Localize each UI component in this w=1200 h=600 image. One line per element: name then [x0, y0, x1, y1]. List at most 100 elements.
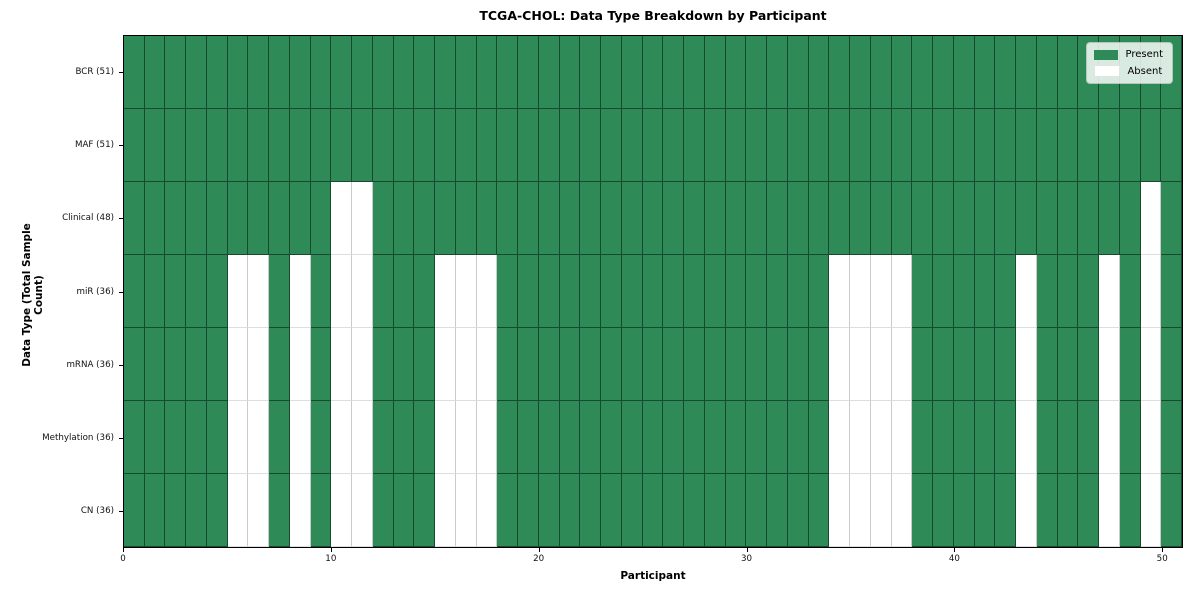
heatmap-cell [746, 474, 768, 547]
heatmap-cell [435, 255, 456, 328]
heatmap-cell [289, 328, 311, 401]
heatmap-cell [995, 182, 1017, 255]
heatmap-cell [1119, 109, 1141, 182]
heatmap-cell [372, 255, 394, 328]
heatmap-cell [995, 255, 1017, 328]
heatmap-cell [248, 401, 270, 474]
heatmap-cell [455, 328, 477, 401]
heatmap-cell [352, 401, 373, 474]
heatmap-cell [124, 182, 145, 255]
heatmap-cell [352, 182, 373, 255]
heatmap-cell [248, 36, 270, 109]
y-tick-mark [119, 511, 123, 513]
heatmap-cell [808, 255, 830, 328]
heatmap-cell [144, 109, 166, 182]
heatmap-cell [435, 401, 456, 474]
heatmap-cell [767, 401, 788, 474]
heatmap-cell [642, 255, 664, 328]
heatmap-cell [601, 328, 622, 401]
heatmap-cell [621, 109, 643, 182]
chart-title: TCGA-CHOL: Data Type Breakdown by Partic… [479, 8, 827, 23]
heatmap-cell [891, 401, 913, 474]
heatmap-cell [1140, 255, 1162, 328]
x-tick-mark [330, 548, 332, 552]
heatmap-cell [601, 182, 622, 255]
heatmap-cell [725, 474, 747, 547]
heatmap-cell [310, 328, 332, 401]
heatmap-cell [663, 109, 685, 182]
heatmap-cell [767, 474, 788, 547]
heatmap-cell [891, 109, 913, 182]
heatmap-cell [746, 182, 768, 255]
x-tick-label: 10 [325, 554, 337, 564]
heatmap-cell [642, 36, 664, 109]
heatmap-cell [559, 36, 581, 109]
heatmap-cell [787, 328, 809, 401]
x-axis-ticks: 0 10 20 30 40 50 [120, 548, 1183, 568]
heatmap-cell [165, 474, 187, 547]
heatmap-cell [1161, 328, 1182, 401]
heatmap-cell [1016, 36, 1037, 109]
heatmap-cell [995, 401, 1017, 474]
heatmap-cell [1119, 328, 1141, 401]
heatmap-cell [476, 328, 498, 401]
heatmap-cell [704, 401, 726, 474]
heatmap-cell [829, 328, 851, 401]
heatmap-cell [248, 474, 270, 547]
heatmap-cell [248, 109, 270, 182]
heatmap-cell [455, 474, 477, 547]
heatmap-cell [1078, 401, 1100, 474]
heatmap-cell [352, 255, 373, 328]
heatmap-cell [227, 401, 249, 474]
heatmap-cell [787, 401, 809, 474]
heatmap-cell [601, 109, 622, 182]
heatmap-cell [435, 182, 456, 255]
heatmap-cell [974, 36, 996, 109]
heatmap-cell [808, 109, 830, 182]
heatmap-cell [601, 36, 622, 109]
plot-area: Present Absent [123, 35, 1183, 548]
heatmap-cell [704, 328, 726, 401]
heatmap-cell [850, 255, 871, 328]
heatmap-cell [953, 36, 975, 109]
heatmap-cell [248, 328, 270, 401]
y-tick-mark [119, 144, 123, 146]
heatmap-cell [352, 36, 373, 109]
heatmap-cell [663, 401, 685, 474]
heatmap-cell [808, 328, 830, 401]
heatmap-cell [912, 182, 934, 255]
heatmap-cell [746, 255, 768, 328]
heatmap-cell [497, 36, 519, 109]
heatmap-cell [331, 474, 353, 547]
heatmap-cell [393, 36, 415, 109]
heatmap-cell [1057, 255, 1079, 328]
heatmap-cell [870, 36, 892, 109]
heatmap-cell [559, 474, 581, 547]
heatmap-cell [995, 36, 1017, 109]
y-tick-mark [119, 364, 123, 366]
heatmap-cell [870, 182, 892, 255]
heatmap-cell [372, 36, 394, 109]
x-tick-mark [954, 548, 956, 552]
heatmap-cell [933, 255, 954, 328]
heatmap-cell [435, 36, 456, 109]
heatmap-cell [580, 255, 602, 328]
heatmap-cell [829, 182, 851, 255]
heatmap-cell [1057, 401, 1079, 474]
heatmap-cell [289, 255, 311, 328]
heatmap-cell [746, 328, 768, 401]
legend-swatch-present [1094, 49, 1119, 60]
heatmap-cell [165, 182, 187, 255]
heatmap-cell [725, 255, 747, 328]
heatmap-cell [310, 474, 332, 547]
heatmap-cell [352, 474, 373, 547]
heatmap-cell [455, 109, 477, 182]
heatmap-cell [1036, 328, 1058, 401]
heatmap-cell [704, 36, 726, 109]
heatmap-cell [642, 109, 664, 182]
heatmap-cell [538, 401, 560, 474]
heatmap-cell [414, 255, 436, 328]
heatmap-cell [559, 401, 581, 474]
y-axis-ticks: BCR (51) MAF (51) Clinical (48) miR (36) mRN… [0, 35, 123, 548]
heatmap-cell [995, 328, 1017, 401]
